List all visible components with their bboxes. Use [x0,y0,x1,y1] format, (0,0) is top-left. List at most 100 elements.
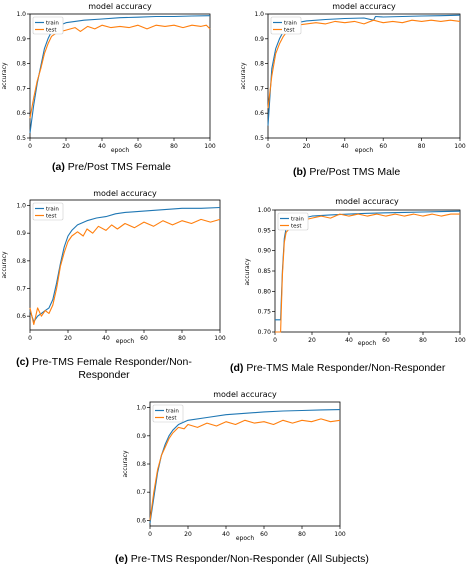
caption-tag: (a) [52,161,65,173]
x-tick-label: 60 [379,143,387,150]
caption-tag: (e) [115,553,128,565]
x-tick-label: 100 [454,337,466,344]
legend-label-train: train [284,21,297,27]
caption-b: (b) Pre/Post TMS Male [293,166,400,179]
x-tick-label: 60 [260,531,268,538]
series-line-train [267,14,461,126]
plot-frame [29,13,211,139]
y-tick-label: 0.7 [16,85,26,92]
y-tick-label: 0.9 [16,36,26,43]
x-tick-label: 80 [178,335,186,342]
x-tick-label: 60 [140,335,148,342]
x-axis-label: epoch [111,147,129,154]
x-tick-label: 80 [170,143,178,150]
y-axis-label: accuracy [240,62,247,90]
x-tick-label: 0 [28,143,32,150]
x-tick-label: 100 [334,531,346,538]
plot-frame [267,13,461,139]
x-tick-label: 20 [303,143,311,150]
x-tick-label: 20 [308,337,316,344]
y-tick-label: 0.8 [16,61,26,68]
legend-label-train: train [166,409,179,415]
y-tick-label: 0.8 [254,61,264,68]
y-tick-label: 0.75 [258,309,272,316]
y-tick-label: 0.70 [258,329,272,336]
y-axis-label: accuracy [1,251,8,279]
x-tick-label: 0 [273,337,277,344]
y-tick-label: 0.90 [258,248,272,255]
legend-label-train: train [46,21,59,27]
chart-d: model accuracy epoch accuracy 0 20 40 60 80 100 0… [244,197,466,347]
y-tick-label: 0.6 [16,110,26,117]
x-tick-label: 40 [102,335,110,342]
x-tick-label: 40 [345,337,353,344]
chart-title: model accuracy [93,189,157,198]
caption-text: Pre-TMS Male Responder/Non-Responder [246,362,446,374]
caption-c: (c) Pre-TMS Female Responder/Non-Respond… [4,356,204,382]
x-tick-label: 20 [184,531,192,538]
x-tick-label: 40 [341,143,349,150]
caption-a: (a) Pre/Post TMS Female [52,161,171,174]
legend-label-test: test [291,224,302,230]
legend-label-train: train [291,217,304,223]
series-line-test [149,418,341,521]
y-tick-label: 0.6 [16,313,26,320]
x-tick-label: 60 [134,143,142,150]
y-tick-label: 0.95 [258,227,272,234]
y-tick-label: 0.9 [136,433,146,440]
y-tick-label: 1.0 [136,405,146,412]
y-axis-label: accuracy [244,258,251,286]
y-tick-label: 0.9 [254,36,264,43]
caption-text: Pre/Post TMS Female [67,161,171,173]
caption-d: (d) Pre-TMS Male Responder/Non-Responder [230,362,445,375]
x-axis-label: epoch [358,340,376,347]
y-tick-label: 0.6 [254,110,264,117]
x-tick-label: 20 [62,143,70,150]
legend-label-test: test [166,416,177,422]
x-tick-label: 40 [98,143,106,150]
chart-title: model accuracy [335,197,399,206]
x-tick-label: 0 [266,143,270,150]
caption-text: Pre-TMS Female Responder/Non-Responder [31,356,192,381]
chart-title: model accuracy [213,390,277,399]
y-tick-label: 0.85 [258,268,272,275]
x-axis-label: epoch [116,338,134,345]
y-tick-label: 0.8 [16,258,26,265]
y-tick-label: 1.0 [16,11,26,18]
legend-label-test: test [46,28,57,34]
series-line-test [267,19,461,109]
chart-a: model accuracy epoch accuracy 0 20 40 60 80 100 0… [1,2,216,154]
y-tick-label: 1.0 [16,203,26,210]
y-tick-label: 1.00 [258,207,272,214]
legend-label-test: test [284,28,295,34]
x-tick-label: 80 [418,143,426,150]
chart-title: model accuracy [332,2,396,11]
y-tick-label: 0.8 [136,461,146,468]
series-line-train [29,206,221,323]
x-tick-label: 80 [298,531,306,538]
caption-tag: (b) [293,166,307,178]
x-tick-label: 0 [148,531,152,538]
x-axis-label: epoch [236,535,254,542]
chart-e: model accuracy epoch accuracy 0 20 40 60 80 100 0… [122,390,346,542]
y-tick-label: 0.7 [16,286,26,293]
y-tick-label: 0.9 [16,230,26,237]
caption-e: (e) Pre-TMS Responder/Non-Responder (All… [115,553,369,566]
y-tick-label: 0.6 [136,517,146,524]
y-tick-label: 0.7 [136,489,146,496]
y-tick-label: 0.5 [254,135,264,142]
x-axis-label: epoch [355,147,373,154]
x-tick-label: 100 [214,335,226,342]
chart-c: model accuracy epoch accuracy 0 20 40 60 80 100 0… [1,189,226,345]
series-line-test [29,24,211,119]
series-line-train [149,409,341,524]
plot-frame [29,199,221,331]
x-tick-label: 0 [28,335,32,342]
y-axis-label: accuracy [122,450,129,478]
x-tick-label: 100 [204,143,216,150]
x-tick-label: 40 [222,531,230,538]
caption-text: Pre-TMS Responder/Non-Responder (All Sub… [130,553,369,565]
legend-label-train: train [46,207,59,213]
series-line-test [275,213,460,333]
